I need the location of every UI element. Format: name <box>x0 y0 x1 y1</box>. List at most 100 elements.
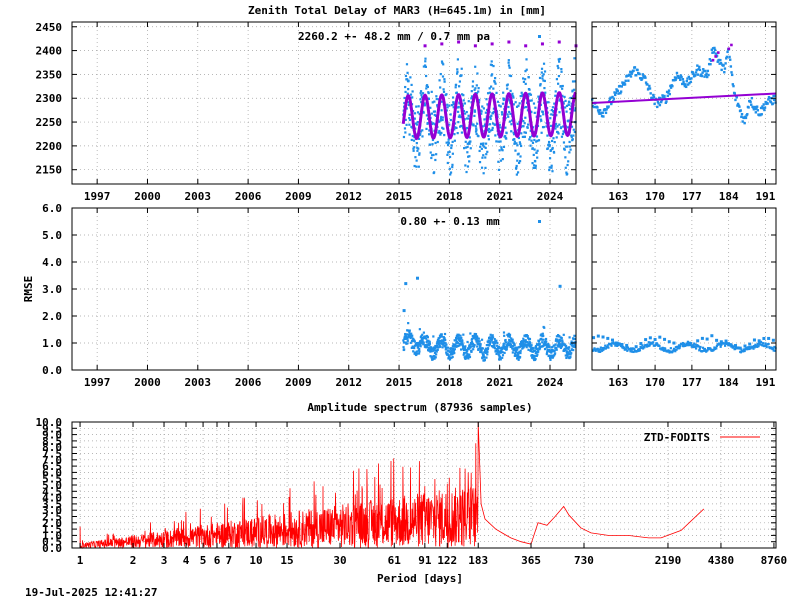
ztd-obs-point <box>445 109 448 112</box>
rmse-point <box>413 346 416 350</box>
ztd-recent-point <box>619 90 623 93</box>
ztd-recent-point <box>681 82 684 86</box>
ztd-recent-point <box>691 71 694 74</box>
ztd-recent-point <box>591 105 595 108</box>
ztd-recent-point <box>706 75 709 79</box>
ztd-obs-point <box>404 74 408 78</box>
rmse-point <box>455 345 458 348</box>
rmse-point <box>545 351 549 354</box>
rmse-point <box>565 350 569 353</box>
ztd-recent-point <box>756 109 759 112</box>
ztd-obs-point <box>481 105 484 108</box>
rmse-point <box>534 358 537 361</box>
rmse-recent-point <box>713 346 716 349</box>
ztd-obs-point <box>459 115 462 119</box>
ztd-obs-point <box>506 83 509 86</box>
rmse-recent-point <box>632 350 635 354</box>
rmse-point <box>489 333 492 336</box>
ztd-obs-point <box>426 85 430 89</box>
ztd-obs-point <box>518 141 521 144</box>
spectrum-xtick-label: 1 <box>77 554 84 567</box>
rmse-point <box>481 352 484 355</box>
rmse-recent-point <box>753 346 756 349</box>
rmse-point <box>504 338 507 342</box>
ztd-obs-point <box>443 80 446 83</box>
ztd-recent-point <box>681 77 685 81</box>
ztd-obs-point <box>480 112 483 115</box>
ztd-recent-point <box>754 111 758 114</box>
rmse-recent-point <box>732 345 736 348</box>
rmse-point <box>482 353 485 357</box>
rmse-point <box>574 344 577 347</box>
rmse-recent-marker <box>634 345 638 349</box>
ztd-obs-point <box>546 147 549 150</box>
rmse-recent-point <box>669 350 672 353</box>
rmse-point <box>498 354 501 357</box>
ztd-recent-point <box>667 91 670 94</box>
rmse-recent-point <box>656 343 659 346</box>
ztd-recent-point <box>640 77 644 80</box>
ztd-obs-point <box>517 161 521 164</box>
rmse-point <box>486 353 489 356</box>
rmse-point <box>419 336 422 339</box>
ztd-obs-point <box>404 131 407 134</box>
ztd-obs-point <box>420 96 424 99</box>
ztd-obs-point <box>448 123 451 126</box>
ztd-obs-point <box>524 78 527 81</box>
ztd-obs-point <box>539 118 543 121</box>
frame-layer <box>71 21 777 549</box>
ztd-obs-point <box>519 144 523 148</box>
ztd-recent-point <box>707 62 711 66</box>
ztd-peak-marker <box>557 40 561 44</box>
rmse-point <box>420 334 423 338</box>
ztd-recent-point <box>772 94 775 98</box>
ztd-peak-marker <box>490 42 494 46</box>
ztd-model-line <box>401 91 577 141</box>
ztd-obs-point <box>564 166 567 169</box>
rmse-point <box>450 351 453 354</box>
ztd-recent-point <box>632 69 635 72</box>
rmse-recent-marker <box>710 334 714 338</box>
rmse-recent-point <box>724 344 727 347</box>
rmse-point <box>451 345 454 348</box>
ztd-obs-point <box>521 135 524 139</box>
ztd-obs-point <box>504 135 507 138</box>
rmse-recent-point <box>688 341 691 344</box>
rmse-recent-point <box>606 344 609 347</box>
rmse-ytick-label: 4.0 <box>42 256 62 269</box>
rmse-point <box>466 340 469 344</box>
ztd-obs-point <box>405 123 408 126</box>
rmse-recent-point <box>633 347 636 351</box>
rmse-point <box>440 333 443 336</box>
ztd-obs-point <box>424 74 428 78</box>
ztd-obs-point <box>544 91 547 94</box>
ztd-obs-point <box>418 152 421 155</box>
ztd-obs-point <box>482 172 485 175</box>
ztd-obs-point <box>493 80 496 84</box>
ztd-recent-point <box>668 92 671 96</box>
spectrum-xtick-label: 730 <box>574 554 594 567</box>
rmse-xtick-label: 2024 <box>537 376 564 389</box>
ztd-obs-point <box>508 120 512 123</box>
ztd-obs-point <box>534 160 537 163</box>
rmse-recent-point <box>614 344 617 347</box>
ztd-obs-point <box>430 90 433 93</box>
rmse-point <box>433 357 436 360</box>
rmse-point <box>475 335 479 338</box>
rmse-point <box>488 343 491 346</box>
rmse-recent-point <box>713 347 717 351</box>
ztd-recent-point <box>682 80 685 84</box>
rmse-point <box>427 349 430 352</box>
rmse-point <box>557 334 560 337</box>
rmse-recent-marker <box>677 346 681 350</box>
ztd-obs-point <box>426 122 429 125</box>
ztd-obs-point <box>529 144 532 147</box>
ztd-obs-point <box>561 132 565 136</box>
rmse-point <box>569 350 572 353</box>
rmse-recent-point <box>664 347 667 350</box>
ztd-obs-point <box>551 170 554 173</box>
rmse-recent-point <box>638 348 641 351</box>
rmse-recent-marker <box>639 342 643 346</box>
rmse-point <box>509 343 513 346</box>
rmse-point <box>543 326 546 329</box>
